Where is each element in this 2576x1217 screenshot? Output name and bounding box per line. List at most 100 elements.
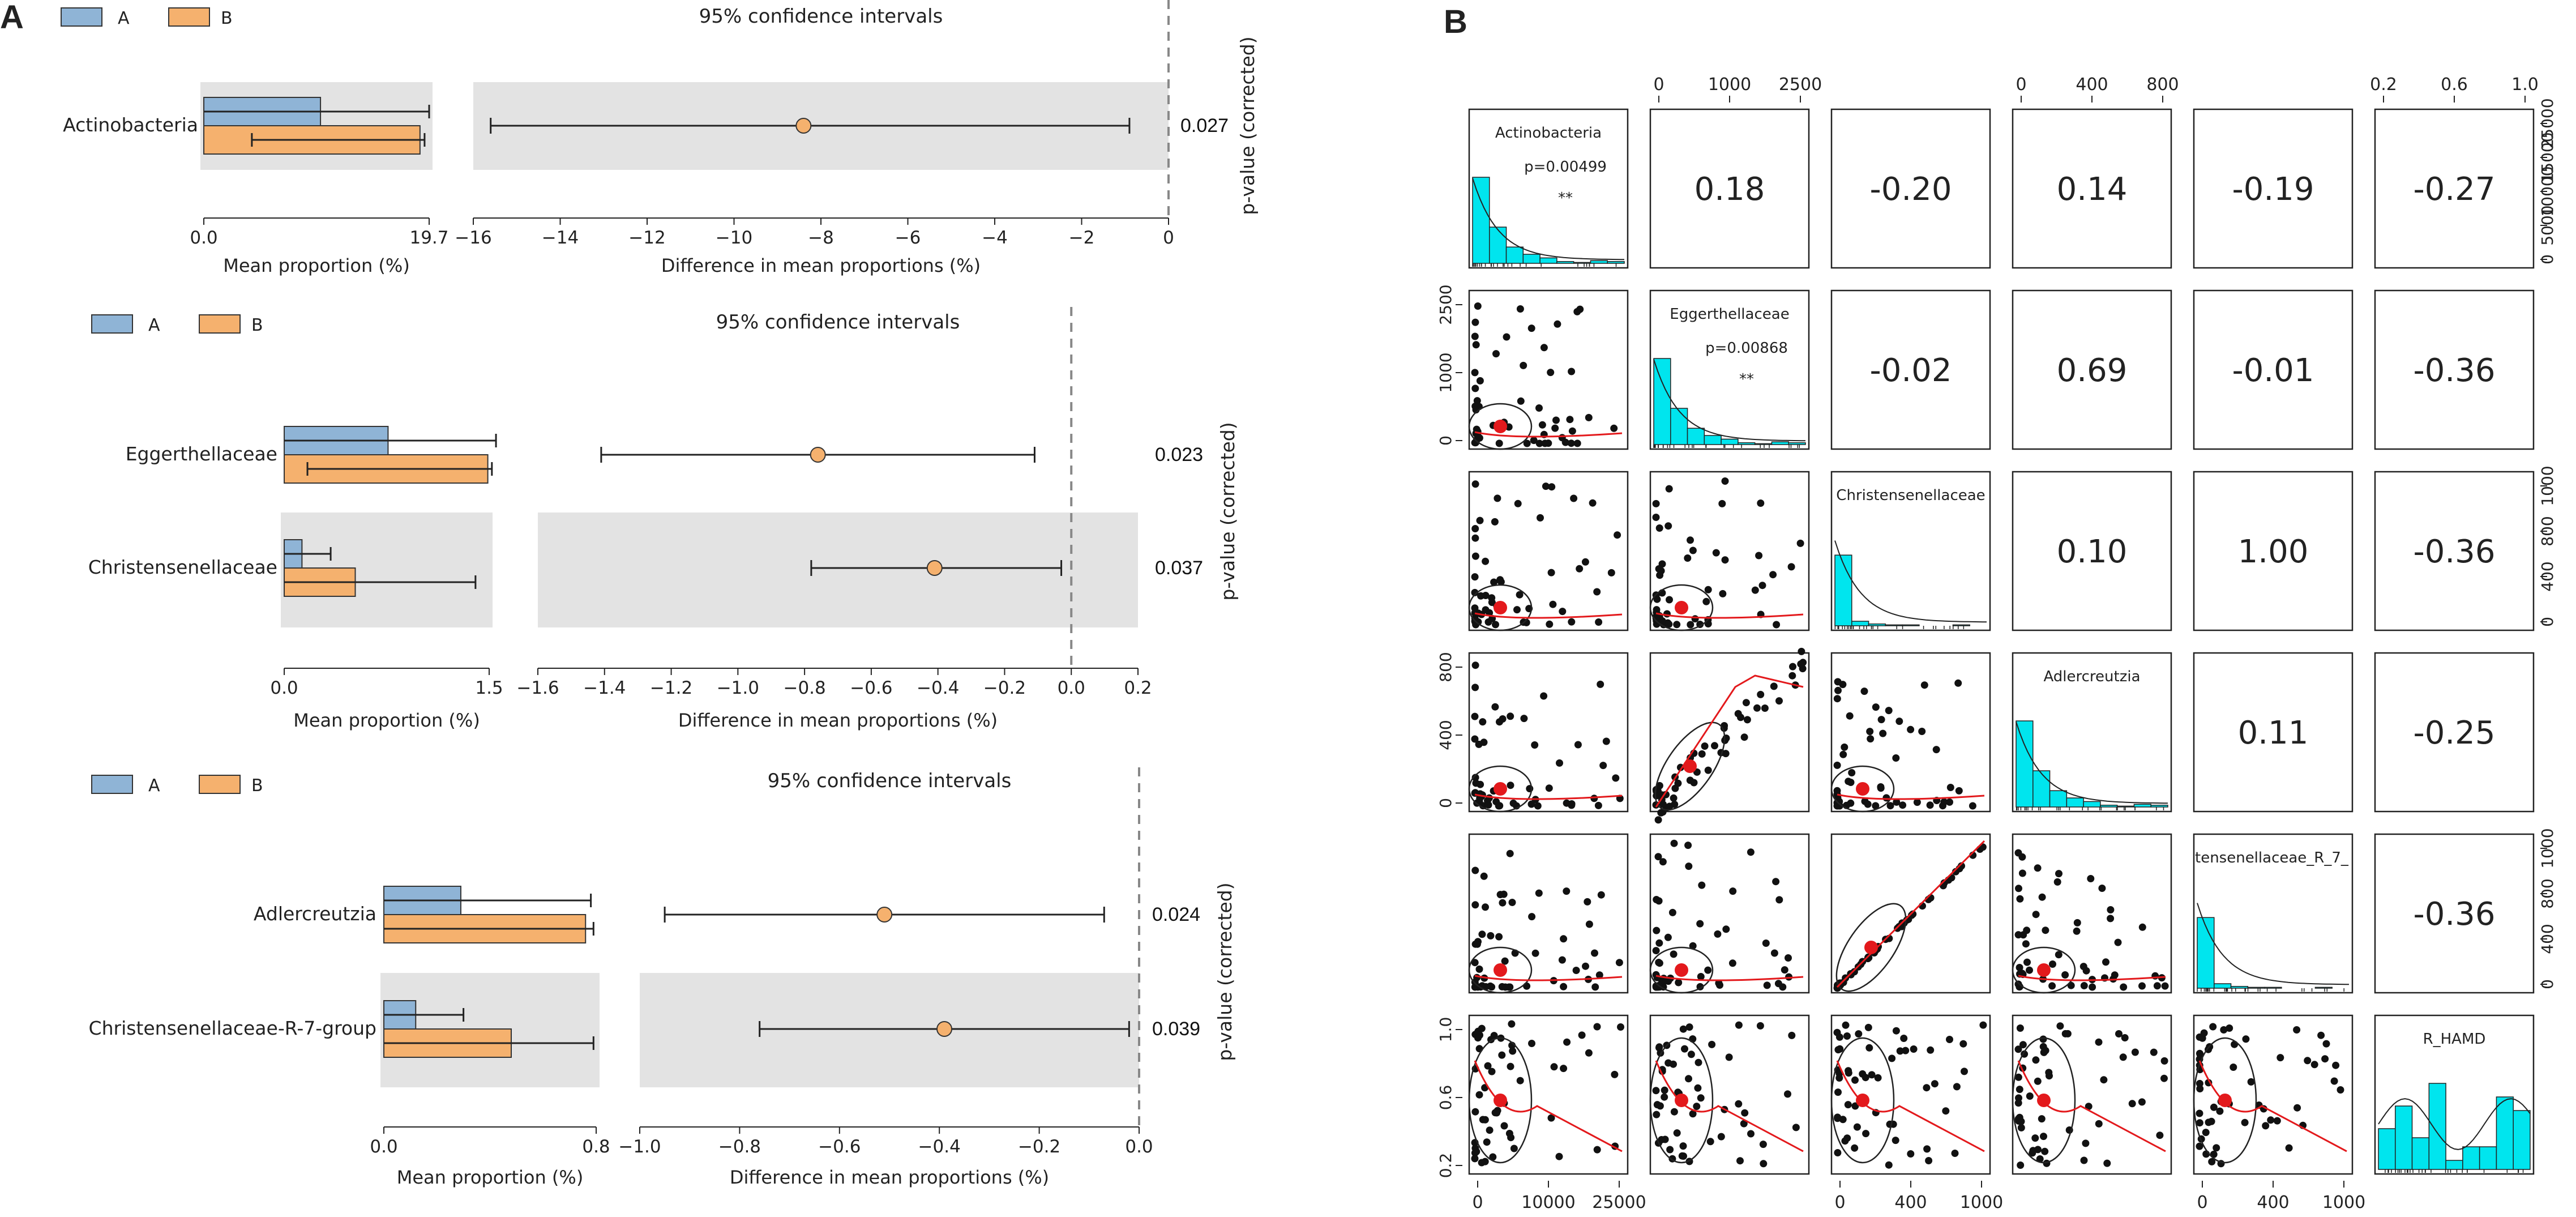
matrix-cell-r5-c1 bbox=[1468, 833, 1629, 994]
scatter-point bbox=[1833, 1028, 1841, 1036]
scatter-point bbox=[1477, 780, 1484, 788]
matrix-axis-tick-label: 0 bbox=[2538, 617, 2557, 627]
smooth-line bbox=[1474, 612, 1623, 619]
scatter-point bbox=[1668, 908, 1676, 916]
scatter-point bbox=[1872, 703, 1880, 711]
scatter-point bbox=[1685, 862, 1693, 870]
diff-tick-label: −10 bbox=[716, 228, 752, 248]
scatter-point bbox=[1872, 802, 1880, 810]
scatter-point bbox=[1568, 618, 1576, 626]
scatter-point bbox=[1697, 973, 1705, 980]
scatter-point bbox=[1788, 672, 1796, 680]
scatter-point bbox=[1729, 887, 1737, 895]
scatter-point bbox=[1482, 557, 1490, 565]
scatter-point bbox=[2128, 1100, 2136, 1108]
smooth-line bbox=[1474, 431, 1623, 438]
scatter-point bbox=[1475, 1045, 1483, 1053]
scatter-point bbox=[1895, 718, 1903, 725]
scatter-point bbox=[2153, 982, 2161, 990]
diff-tick-label: −0.4 bbox=[918, 1137, 961, 1157]
matrix-axis-tick-label: 1000 bbox=[1708, 75, 1751, 95]
matrix-cell-r4-c1 bbox=[1468, 652, 1629, 813]
scatter-point bbox=[1653, 926, 1661, 934]
scatter-point bbox=[2330, 1077, 2338, 1085]
scatter-point bbox=[1774, 980, 1782, 988]
variable-name: Adlercreutzia bbox=[2043, 668, 2140, 685]
scatter-point bbox=[2111, 971, 2119, 979]
scatter-point bbox=[1471, 940, 1479, 948]
scatter-point bbox=[1655, 524, 1663, 532]
scatter-point bbox=[1476, 1031, 1483, 1039]
scatter-point bbox=[1614, 531, 1621, 539]
scatter-point bbox=[1530, 437, 1538, 445]
scatter-point bbox=[1693, 1103, 1701, 1111]
scatter-point bbox=[2196, 1085, 2204, 1092]
centroid-point bbox=[1683, 759, 1697, 773]
scatter-point bbox=[1792, 1124, 1800, 1131]
matrix-axis-tick-label: 0.6 bbox=[1436, 1085, 1455, 1111]
matrix-axis-tick-label: 400 bbox=[2257, 1193, 2289, 1212]
scatter-point bbox=[2039, 1035, 2047, 1043]
histogram-bar bbox=[1687, 428, 1705, 445]
histogram-bar bbox=[1952, 624, 1970, 626]
scatter-point bbox=[2095, 1120, 2103, 1128]
scatter-point bbox=[1501, 983, 1509, 991]
matrix-cell-r2-c6: -0.36 bbox=[2374, 289, 2535, 450]
p-value-axis-label: p-value (corrected) bbox=[1236, 36, 1259, 215]
histogram-bar bbox=[2197, 917, 2215, 989]
scatter-point bbox=[1664, 933, 1672, 941]
scatter-point bbox=[2205, 1118, 2213, 1126]
histogram-bar bbox=[2083, 801, 2101, 808]
matrix-cell-r3-c6: -0.36 bbox=[2374, 471, 2535, 631]
smooth-line bbox=[1655, 612, 1804, 619]
diff-estimate-point bbox=[926, 560, 943, 576]
scatter-point bbox=[1721, 722, 1728, 729]
confidence-ellipse bbox=[2193, 1037, 2257, 1164]
scatter-point bbox=[2055, 870, 2062, 878]
scatter-point bbox=[1471, 735, 1479, 743]
smooth-line bbox=[1836, 1060, 1985, 1152]
scatter-point bbox=[1864, 1023, 1872, 1031]
diff-tick-label: 0.0 bbox=[1058, 678, 1085, 698]
p-value: 0.024 bbox=[1152, 904, 1200, 925]
diff-tick-label: −2 bbox=[1069, 228, 1095, 248]
scatter-point bbox=[1514, 499, 1522, 507]
matrix-axis-tick-label: 800 bbox=[2538, 516, 2557, 546]
scatter-point bbox=[1501, 957, 1509, 965]
scatter-point bbox=[1932, 746, 1940, 754]
scatter-point bbox=[1907, 725, 1915, 733]
scatter-point bbox=[1662, 791, 1670, 798]
histogram-bar bbox=[1607, 261, 1625, 264]
smooth-line bbox=[2018, 975, 2166, 981]
centroid-point bbox=[2218, 1094, 2232, 1107]
matrix-axis-tick-label: 0 bbox=[2538, 979, 2557, 989]
scatter-point bbox=[1492, 350, 1500, 358]
p-value-axis-label: p-value (corrected) bbox=[1214, 882, 1236, 1061]
scatter-point bbox=[1907, 1150, 1915, 1158]
scatter-point bbox=[2160, 1057, 2168, 1065]
scatter-point bbox=[1892, 1137, 1899, 1145]
scatter-point bbox=[2017, 1124, 2025, 1131]
scatter-point bbox=[1946, 798, 1953, 806]
scatter-point bbox=[1597, 891, 1605, 899]
diff-axis-label: Difference in mean proportions (%) bbox=[661, 255, 981, 276]
confidence-ellipse bbox=[1468, 403, 1533, 450]
diff-tick-label: −6 bbox=[895, 228, 921, 248]
scatter-point bbox=[2015, 1094, 2022, 1102]
matrix-axis-tick-label: 0 bbox=[1834, 1193, 1845, 1212]
matrix-axis-tick-label: 0.2 bbox=[1436, 1153, 1455, 1178]
histogram-bar bbox=[2445, 1160, 2463, 1170]
scatter-point bbox=[1585, 413, 1593, 421]
cell-border bbox=[1830, 108, 1991, 269]
scatter-point bbox=[2196, 1119, 2203, 1127]
feature-label: Eggerthellaceae bbox=[126, 443, 277, 465]
scatter-point bbox=[1493, 1109, 1501, 1117]
scatter-point bbox=[1471, 573, 1479, 581]
diff-estimate-point bbox=[936, 1021, 953, 1037]
p-value: 0.023 bbox=[1155, 444, 1203, 466]
scatter-point bbox=[1671, 800, 1679, 808]
legend-label-b: B bbox=[251, 315, 263, 335]
centroid-point bbox=[1675, 1094, 1688, 1107]
scatter-point bbox=[1490, 578, 1498, 586]
density-curve bbox=[2378, 1098, 2531, 1150]
